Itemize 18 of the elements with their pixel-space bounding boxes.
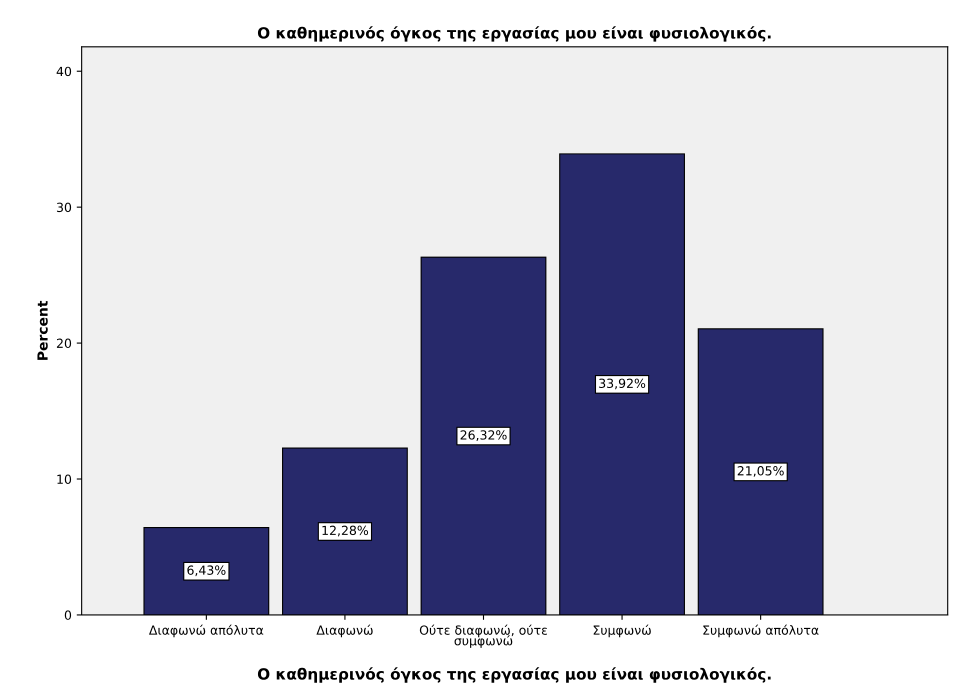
y-tick-label: 10: [57, 474, 72, 484]
data-label: 6,43%: [187, 565, 226, 576]
data-label: 21,05%: [738, 466, 784, 477]
x-tick-label: Διαφωνώ: [316, 624, 373, 638]
y-tick-label: 30: [56, 202, 72, 212]
y-axis-title: Percent: [37, 300, 48, 360]
data-label: 26,32%: [460, 430, 507, 441]
y-tick-label: 40: [56, 66, 72, 76]
x-tick-label: Συμφωνώ απόλυτα: [703, 624, 819, 638]
x-axis-title: Ο καθημερινός όγκος της εργασίας μου είναι φυσιολογικός.: [258, 667, 771, 683]
chart-title: Ο καθημερινός όγκος της εργασίας μου είναι φυσιολογικός.: [258, 26, 771, 42]
data-label: 12,28%: [322, 526, 368, 536]
data-label: 33,92%: [599, 378, 646, 390]
x-tick-label: Διαφωνώ απόλυτα: [148, 624, 264, 638]
x-tick-label: Ούτε διαφωνώ, ούτε συμφωνώ: [420, 624, 548, 648]
y-tick-label: 0: [64, 610, 72, 620]
x-tick-label: Συμφωνώ: [594, 624, 651, 638]
y-tick-label: 20: [56, 338, 72, 348]
